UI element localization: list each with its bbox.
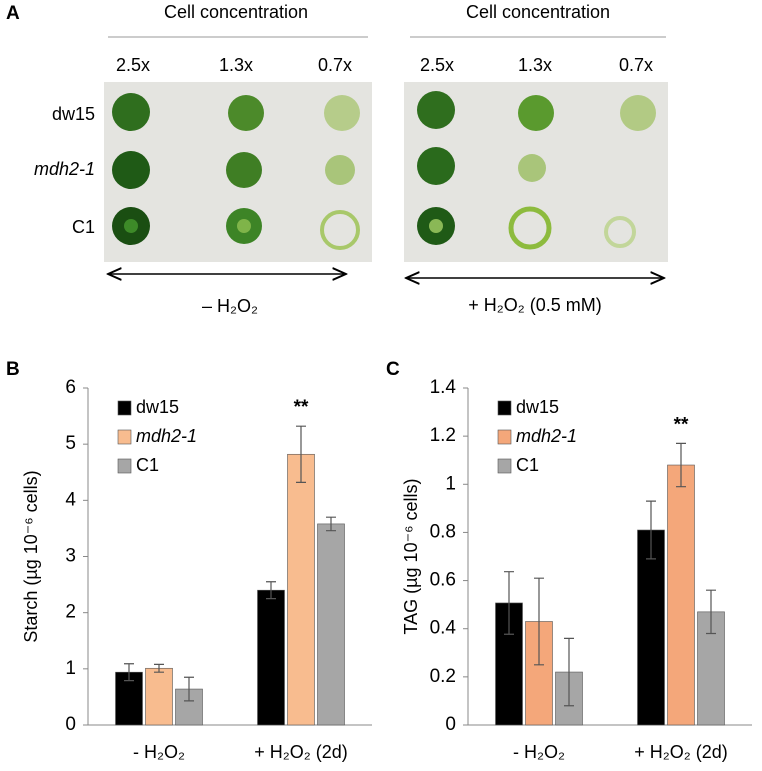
condition-label: + H₂O₂ (0.5 mM) bbox=[468, 295, 602, 315]
condition-label: – H₂O₂ bbox=[202, 296, 258, 316]
y-tick-label: 5 bbox=[65, 433, 76, 454]
concentration: 2.5x bbox=[420, 55, 454, 75]
error-bar bbox=[266, 581, 276, 600]
bar bbox=[145, 667, 173, 726]
y-tick-label: 4 bbox=[65, 489, 76, 510]
error-bar bbox=[676, 442, 686, 488]
y-axis-label: TAG (µg 10⁻⁶ cells) bbox=[401, 479, 421, 635]
y-axis-label: Starch (µg 10⁻⁶ cells) bbox=[21, 470, 41, 642]
x-tick-label: + H₂O₂ (2d) bbox=[254, 742, 348, 762]
legend-swatch bbox=[117, 429, 132, 445]
y-tick-label: 1 bbox=[65, 658, 76, 679]
y-tick-label: 0.4 bbox=[430, 618, 457, 639]
y-tick-label: 0 bbox=[445, 714, 456, 735]
error-bar bbox=[326, 516, 336, 532]
y-tick-label: 1.2 bbox=[430, 425, 456, 446]
legend-label: C1 bbox=[516, 455, 539, 475]
legend-label: C1 bbox=[136, 455, 159, 475]
error-bar bbox=[706, 589, 716, 635]
y-tick-label: 3 bbox=[65, 546, 76, 567]
legend-swatch bbox=[117, 458, 132, 474]
legend-swatch bbox=[497, 400, 512, 416]
concentration: 2.5x bbox=[116, 55, 150, 75]
panel-label: A bbox=[6, 3, 20, 24]
legend-swatch bbox=[497, 458, 512, 474]
bar bbox=[667, 464, 695, 726]
legend-label: mdh2-1 bbox=[136, 426, 197, 446]
annotation: ** bbox=[674, 414, 689, 435]
error-bar bbox=[154, 663, 164, 673]
panel-label: C bbox=[386, 359, 400, 380]
y-tick-label: 0.2 bbox=[430, 666, 456, 687]
legend-label: dw15 bbox=[516, 397, 559, 417]
panel-label: B bbox=[6, 359, 20, 380]
legend-label: dw15 bbox=[136, 397, 179, 417]
error-bar bbox=[296, 425, 306, 483]
header: Cell concentration bbox=[164, 2, 308, 22]
error-bar bbox=[124, 663, 134, 682]
row-label: C1 bbox=[72, 217, 95, 237]
legend-swatch bbox=[497, 429, 512, 445]
y-tick-label: 0 bbox=[65, 714, 76, 735]
legend-label: mdh2-1 bbox=[516, 426, 577, 446]
concentration: 0.7x bbox=[619, 55, 653, 75]
y-tick-label: 2 bbox=[65, 602, 76, 623]
y-tick-label: 1 bbox=[445, 473, 456, 494]
header: Cell concentration bbox=[466, 2, 610, 22]
y-tick-label: 0.8 bbox=[430, 521, 456, 542]
bar bbox=[287, 453, 315, 726]
concentration: 0.7x bbox=[318, 55, 352, 75]
bar bbox=[257, 589, 285, 726]
error-bar bbox=[184, 676, 194, 702]
bar bbox=[637, 529, 665, 726]
x-tick-label: + H₂O₂ (2d) bbox=[634, 742, 728, 762]
concentration: 1.3x bbox=[219, 55, 253, 75]
error-bar bbox=[504, 571, 514, 635]
row-label: dw15 bbox=[52, 104, 95, 124]
x-tick-label: - H₂O₂ bbox=[513, 742, 565, 762]
error-bar bbox=[646, 500, 656, 560]
annotation: ** bbox=[294, 397, 309, 418]
bar bbox=[317, 523, 345, 726]
concentration: 1.3x bbox=[518, 55, 552, 75]
legend-swatch bbox=[117, 400, 132, 416]
x-tick-label: - H₂O₂ bbox=[133, 742, 185, 762]
y-tick-label: 6 bbox=[65, 377, 76, 398]
y-tick-label: 1.4 bbox=[430, 377, 457, 398]
error-bar bbox=[534, 577, 544, 666]
row-label: mdh2-1 bbox=[34, 159, 95, 179]
error-bar bbox=[564, 637, 574, 707]
plate-photo bbox=[104, 82, 668, 262]
y-tick-label: 0.6 bbox=[430, 570, 456, 591]
